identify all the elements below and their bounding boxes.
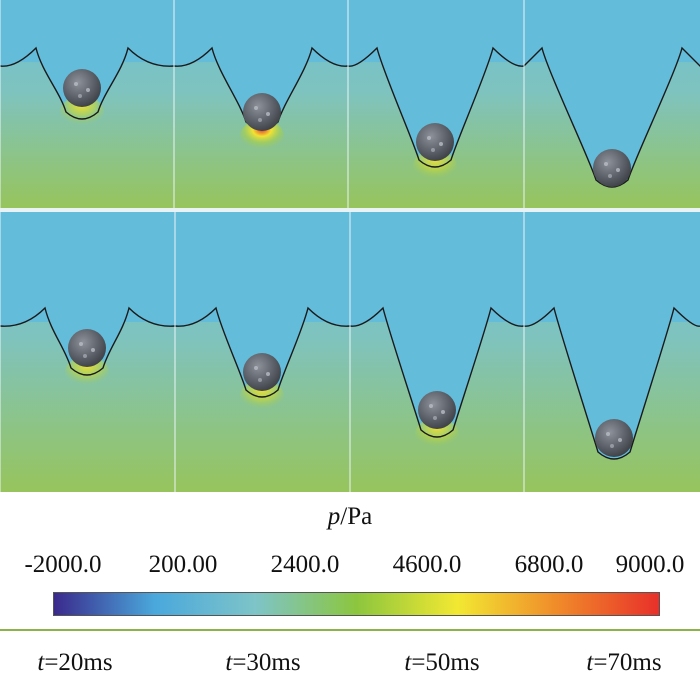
colorbar-tick: 9000.0 (615, 551, 685, 578)
sphere-highlight (608, 174, 612, 178)
time-label-20ms: t=20ms (37, 649, 113, 676)
sphere-highlight (606, 432, 610, 436)
sphere-highlight (427, 136, 431, 140)
sphere (418, 391, 456, 429)
pressure-peak (60, 96, 104, 128)
pressure-peak (240, 120, 284, 152)
sphere-highlight (266, 372, 270, 376)
free-surface-line (0, 306, 176, 376)
cavity-air (523, 0, 700, 187)
sphere-highlight (79, 342, 83, 346)
colorbar-tick: 6800.0 (514, 551, 584, 578)
cavity-air (348, 0, 524, 167)
sphere-highlight (86, 88, 90, 92)
colorbar-tick: 2400.0 (270, 551, 340, 578)
colorbar-tick: 4600.0 (392, 551, 462, 578)
pressure-peak (65, 356, 109, 388)
time-label-70ms: t=70ms (586, 649, 662, 676)
free-surface-line (347, 46, 525, 168)
free-surface-line (523, 306, 700, 460)
sphere-highlight (74, 82, 78, 86)
sphere (63, 69, 101, 107)
sphere-highlight (91, 348, 95, 352)
cavity-air (524, 212, 700, 459)
sphere-highlight (441, 410, 445, 414)
cavity-air (350, 212, 524, 437)
sphere-highlight (266, 112, 270, 116)
colorbar-tick: 200.00 (148, 551, 218, 578)
sphere-highlight (258, 118, 262, 122)
sphere (68, 329, 106, 367)
pressure-peak (240, 380, 284, 412)
divider-line (0, 629, 700, 631)
pressure-peak (415, 418, 459, 450)
sphere-highlight (431, 148, 435, 152)
cavity-air (174, 0, 348, 129)
colorbar-tick: -2000.0 (24, 551, 102, 578)
simulation-panels (0, 0, 700, 492)
sphere-highlight (258, 378, 262, 382)
sphere-highlight (433, 416, 437, 420)
sphere-highlight (439, 142, 443, 146)
sphere (416, 123, 454, 161)
free-surface-line (349, 306, 525, 438)
sphere (595, 419, 633, 457)
cavity-air (175, 212, 350, 397)
sphere-highlight (618, 438, 622, 442)
colorbar-title: p/Pa (327, 503, 373, 530)
sphere-highlight (610, 444, 614, 448)
sphere-highlight (616, 168, 620, 172)
sphere-highlight (254, 106, 258, 110)
sphere-highlight (604, 162, 608, 166)
sphere-highlight (78, 94, 82, 98)
row-gap (0, 208, 700, 212)
pressure-colorbar (53, 592, 660, 616)
pressure-peak (413, 150, 457, 182)
free-surface-line (174, 306, 351, 398)
free-surface-line (0, 46, 175, 120)
time-label-30ms: t=30ms (225, 649, 301, 676)
sphere-highlight (254, 366, 258, 370)
cavity-air (0, 0, 174, 119)
sphere (243, 93, 281, 131)
cavity-air (0, 212, 175, 375)
sphere (243, 353, 281, 391)
time-label-50ms: t=50ms (404, 649, 480, 676)
sphere-highlight (83, 354, 87, 358)
sphere-highlight (429, 404, 433, 408)
sphere (593, 149, 631, 187)
